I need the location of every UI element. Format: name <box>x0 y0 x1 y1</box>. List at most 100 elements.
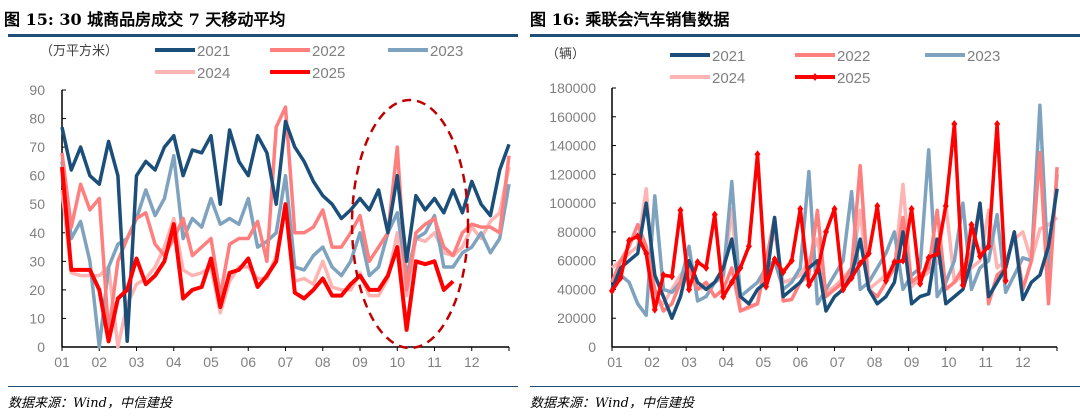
x-tick-label: 11 <box>427 354 442 370</box>
data-point-2025 <box>686 285 693 294</box>
series-line-2025 <box>60 166 455 344</box>
x-tick-label: 03 <box>681 354 697 370</box>
x-tick-label: 12 <box>1015 354 1031 370</box>
y-tick-label: 20 <box>29 282 45 298</box>
legend-label-2023: 2023 <box>967 48 1000 65</box>
x-tick-label: 07 <box>278 354 294 370</box>
y-tick-label: 60 <box>29 168 45 184</box>
y-tick-label: 0 <box>588 339 596 355</box>
y-tick-label: 180000 <box>549 80 596 96</box>
y-tick-label: 10 <box>29 310 45 326</box>
legend-marker-2025 <box>812 73 818 81</box>
right-chart-title: 图 16: 乘联会汽车销售数据 <box>530 10 730 29</box>
y-tick-label: 60000 <box>557 253 596 269</box>
legend-label-2021: 2021 <box>197 43 230 60</box>
data-point-2025 <box>831 204 838 213</box>
y-unit-label: （辆） <box>546 47 585 62</box>
legend-label-2023: 2023 <box>430 43 463 60</box>
x-tick-label: 01 <box>54 354 70 370</box>
data-point-2025 <box>668 272 675 281</box>
y-tick-label: 160000 <box>549 109 596 125</box>
y-tick-label: 90 <box>29 82 45 98</box>
data-point-2025 <box>994 119 1001 128</box>
data-point-2025 <box>925 253 932 262</box>
data-point-2025 <box>694 258 701 267</box>
data-point-2025 <box>934 249 941 258</box>
data-point-2025 <box>874 201 881 210</box>
data-point-2025 <box>857 259 864 268</box>
data-point-2025 <box>703 263 710 272</box>
x-tick-label: 08 <box>867 354 883 370</box>
x-tick-label: 04 <box>166 354 182 370</box>
data-point-2025 <box>968 220 975 229</box>
data-point-2025 <box>711 210 718 219</box>
data-point-2025 <box>942 201 949 210</box>
data-point-2025 <box>977 252 984 261</box>
data-point-2025 <box>848 273 855 282</box>
data-point-2025 <box>651 305 658 314</box>
x-tick-label: 09 <box>352 354 368 370</box>
right-title-rule <box>530 34 1080 37</box>
data-point-2025 <box>763 282 770 291</box>
data-point-2025 <box>900 256 907 265</box>
data-point-2025 <box>891 258 898 267</box>
data-point-2025 <box>609 286 615 295</box>
y-tick-label: 30 <box>29 253 45 269</box>
left-chart-title: 图 15: 30 城商品房成交 7 天移动平均 <box>4 10 286 29</box>
x-tick-label: 09 <box>904 354 920 370</box>
left-source-rule <box>8 386 518 387</box>
data-point-2025 <box>728 278 735 287</box>
series-line-2021 <box>60 119 511 344</box>
y-tick-label: 140000 <box>549 138 596 154</box>
data-point-2025 <box>643 249 650 258</box>
data-point-2025 <box>626 236 633 245</box>
x-tick-label: 05 <box>756 354 772 370</box>
series-line-2022 <box>60 105 511 335</box>
y-tick-label: 20000 <box>557 310 596 326</box>
y-tick-label: 40000 <box>557 281 596 297</box>
data-point-2025 <box>660 271 667 280</box>
data-point-2025 <box>814 266 821 275</box>
x-tick-label: 02 <box>644 354 660 370</box>
x-tick-label: 03 <box>129 354 145 370</box>
highlight-ellipse <box>350 98 470 350</box>
x-tick-label: 10 <box>389 354 405 370</box>
data-point-2025 <box>908 204 915 213</box>
data-point-2025 <box>959 281 966 290</box>
y-tick-label: 80 <box>29 111 45 127</box>
x-tick-label: 10 <box>941 354 957 370</box>
y-tick-label: 70 <box>29 139 45 155</box>
y-tick-label: 40 <box>29 225 45 241</box>
x-tick-label: 07 <box>830 354 846 370</box>
data-point-2025 <box>617 273 624 282</box>
data-point-2025 <box>840 285 847 294</box>
left-title-rule <box>8 34 518 37</box>
chart-2: 0 20000 40000 60000 80000 100000 120000 140000 1… <box>546 47 1059 370</box>
left-source: 数据来源：Wind，中信建投 <box>8 396 172 411</box>
x-tick-label: 12 <box>464 354 480 370</box>
legend-label-2025: 2025 <box>312 65 345 82</box>
data-point-2025 <box>951 119 958 128</box>
data-point-2025 <box>634 232 641 241</box>
legend-label-2025: 2025 <box>837 70 870 87</box>
x-tick-label: 08 <box>315 354 331 370</box>
legend-label-2024: 2024 <box>197 65 230 82</box>
x-tick-label: 02 <box>91 354 107 370</box>
right-source-rule <box>530 386 1080 387</box>
data-point-2025 <box>780 268 787 277</box>
x-tick-label: 11 <box>979 354 994 370</box>
data-point-2025 <box>865 249 872 258</box>
y-tick-label: 100000 <box>549 195 596 211</box>
legend-label-2021: 2021 <box>712 48 745 65</box>
x-tick-label: 06 <box>240 354 256 370</box>
data-point-2025 <box>985 242 992 251</box>
y-tick-label: 80000 <box>557 224 596 240</box>
x-tick-label: 06 <box>793 354 809 370</box>
data-point-2025 <box>1002 276 1009 285</box>
legend-label-2022: 2022 <box>837 48 870 65</box>
x-tick-label: 01 <box>607 354 623 370</box>
data-point-2025 <box>822 227 829 236</box>
data-point-2025 <box>720 292 727 301</box>
data-point-2025 <box>771 255 778 264</box>
